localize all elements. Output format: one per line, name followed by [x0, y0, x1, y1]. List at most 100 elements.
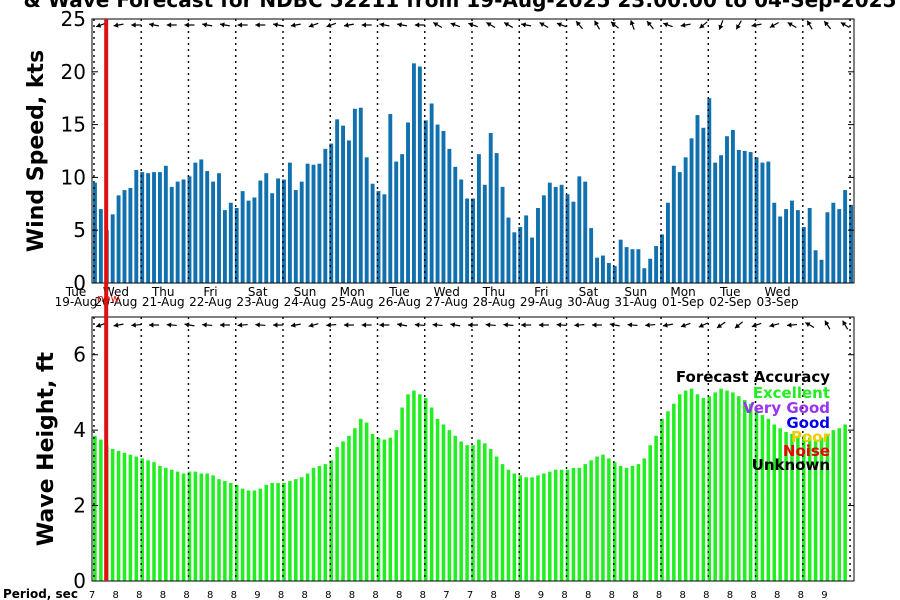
- wave-direction-arrow: [450, 322, 461, 328]
- period-value: 7: [443, 590, 449, 600]
- wave-direction-arrow: [397, 322, 408, 328]
- chart-title: & Wave Forecast for NDBC 52211 from 19-A…: [24, 0, 897, 12]
- wind-direction-arrow: [95, 22, 106, 28]
- wave-bar: [335, 447, 339, 581]
- wave-bar: [648, 445, 652, 581]
- wind-bar: [93, 182, 97, 283]
- wind-y-tick-label: 10: [61, 165, 86, 189]
- wave-bar: [429, 407, 434, 581]
- wind-bar: [660, 234, 664, 283]
- period-value: 8: [514, 590, 520, 600]
- wind-y-tick-label: 25: [61, 7, 86, 31]
- forecast-accuracy-legend: Forecast Accuracy Excellent Very Good Go…: [676, 368, 831, 474]
- wind-y-tick-label: 0: [73, 271, 86, 295]
- day-label-date: 01-Sep: [662, 295, 704, 309]
- wave-bar: [229, 482, 233, 581]
- wave-bar: [234, 484, 239, 581]
- period-value: 8: [183, 590, 189, 600]
- wind-bar: [500, 186, 505, 283]
- day-label-weekday: Mon: [340, 285, 365, 299]
- wind-bar: [849, 204, 853, 283]
- wind-bar: [317, 163, 322, 283]
- wind-bar: [335, 119, 340, 283]
- wave-bar: [666, 411, 670, 581]
- wave-plot-frame: [91, 316, 855, 582]
- wave-bar: [329, 460, 333, 581]
- wind-bar: [453, 166, 458, 283]
- period-value: 8: [632, 590, 638, 600]
- wave-height-panel: 0 2 4 6 Wave Height, ft: [34, 316, 855, 593]
- wave-bar: [459, 441, 463, 581]
- wind-bar: [122, 190, 127, 283]
- wind-bar: [612, 266, 617, 283]
- wind-bar: [217, 173, 221, 283]
- wind-direction-arrow: [361, 22, 372, 28]
- wind-speed-panel: 0 5 10 15 20 25 Wind Speed, kts: [24, 7, 855, 295]
- wave-bar: [607, 458, 611, 581]
- wind-direction-arrow: [787, 21, 797, 29]
- period-value: 8: [561, 590, 567, 600]
- day-label-date: 28-Aug: [473, 295, 516, 309]
- wave-y-tick-label: 4: [73, 418, 86, 442]
- wind-day-gridlines: [93, 19, 851, 283]
- wind-bar: [435, 124, 440, 283]
- wind-bar: [400, 154, 405, 283]
- wave-bar: [305, 473, 310, 581]
- wind-direction-arrow: [769, 21, 779, 29]
- wave-direction-arrow: [824, 320, 831, 330]
- wind-bar: [370, 183, 375, 283]
- wave-bar: [802, 435, 806, 581]
- wave-bar: [636, 464, 641, 581]
- wave-direction-arrows: [95, 320, 849, 330]
- wind-bar: [636, 249, 641, 283]
- wind-direction-arrow: [594, 20, 601, 30]
- wave-bar: [524, 477, 528, 581]
- wind-bar: [565, 194, 570, 283]
- wind-bar: [187, 176, 192, 283]
- wave-bar: [270, 482, 274, 581]
- wave-bar: [766, 418, 771, 581]
- wave-bar: [825, 433, 830, 581]
- wave-direction-arrow: [113, 322, 124, 328]
- wind-bar: [713, 162, 718, 283]
- wave-bar: [453, 435, 458, 581]
- wave-bar: [559, 469, 564, 581]
- wave-bar: [660, 418, 664, 581]
- wind-direction-arrow: [699, 21, 708, 29]
- wind-bar: [671, 165, 676, 283]
- wind-bar: [299, 181, 304, 283]
- wind-direction-arrow: [219, 22, 230, 28]
- wind-y-label: Wind Speed, kts: [24, 50, 49, 252]
- wind-plot-frame: [91, 18, 855, 284]
- wave-direction-arrow: [556, 322, 567, 328]
- wind-bar: [583, 181, 588, 283]
- wave-bar: [317, 465, 322, 581]
- wind-direction-arrow: [823, 20, 832, 30]
- wave-direction-arrow: [538, 322, 549, 328]
- wind-bar: [589, 228, 594, 283]
- wind-direction-arrow: [237, 22, 248, 28]
- wave-bar: [737, 396, 741, 581]
- period-value: 8: [490, 590, 496, 600]
- wave-bar: [577, 467, 582, 581]
- wave-bar: [483, 443, 487, 581]
- wind-bar: [347, 140, 351, 283]
- wind-bar: [163, 165, 168, 283]
- wind-bar: [382, 194, 387, 283]
- wave-bar: [819, 437, 824, 581]
- wind-bar: [790, 200, 794, 283]
- wind-bar: [352, 108, 357, 283]
- wave-y-label: Wave Height, ft: [34, 351, 59, 546]
- wave-bar: [175, 471, 180, 581]
- wind-bar: [701, 127, 706, 284]
- wind-direction-arrow: [397, 22, 408, 28]
- wind-bar: [707, 98, 712, 283]
- wind-bar: [506, 217, 511, 283]
- period-value: 7: [467, 590, 473, 600]
- wind-direction-arrow: [486, 21, 496, 29]
- wind-bar: [654, 246, 659, 283]
- wind-bar: [134, 170, 139, 283]
- wave-bar: [642, 458, 647, 581]
- wave-bar: [116, 450, 121, 581]
